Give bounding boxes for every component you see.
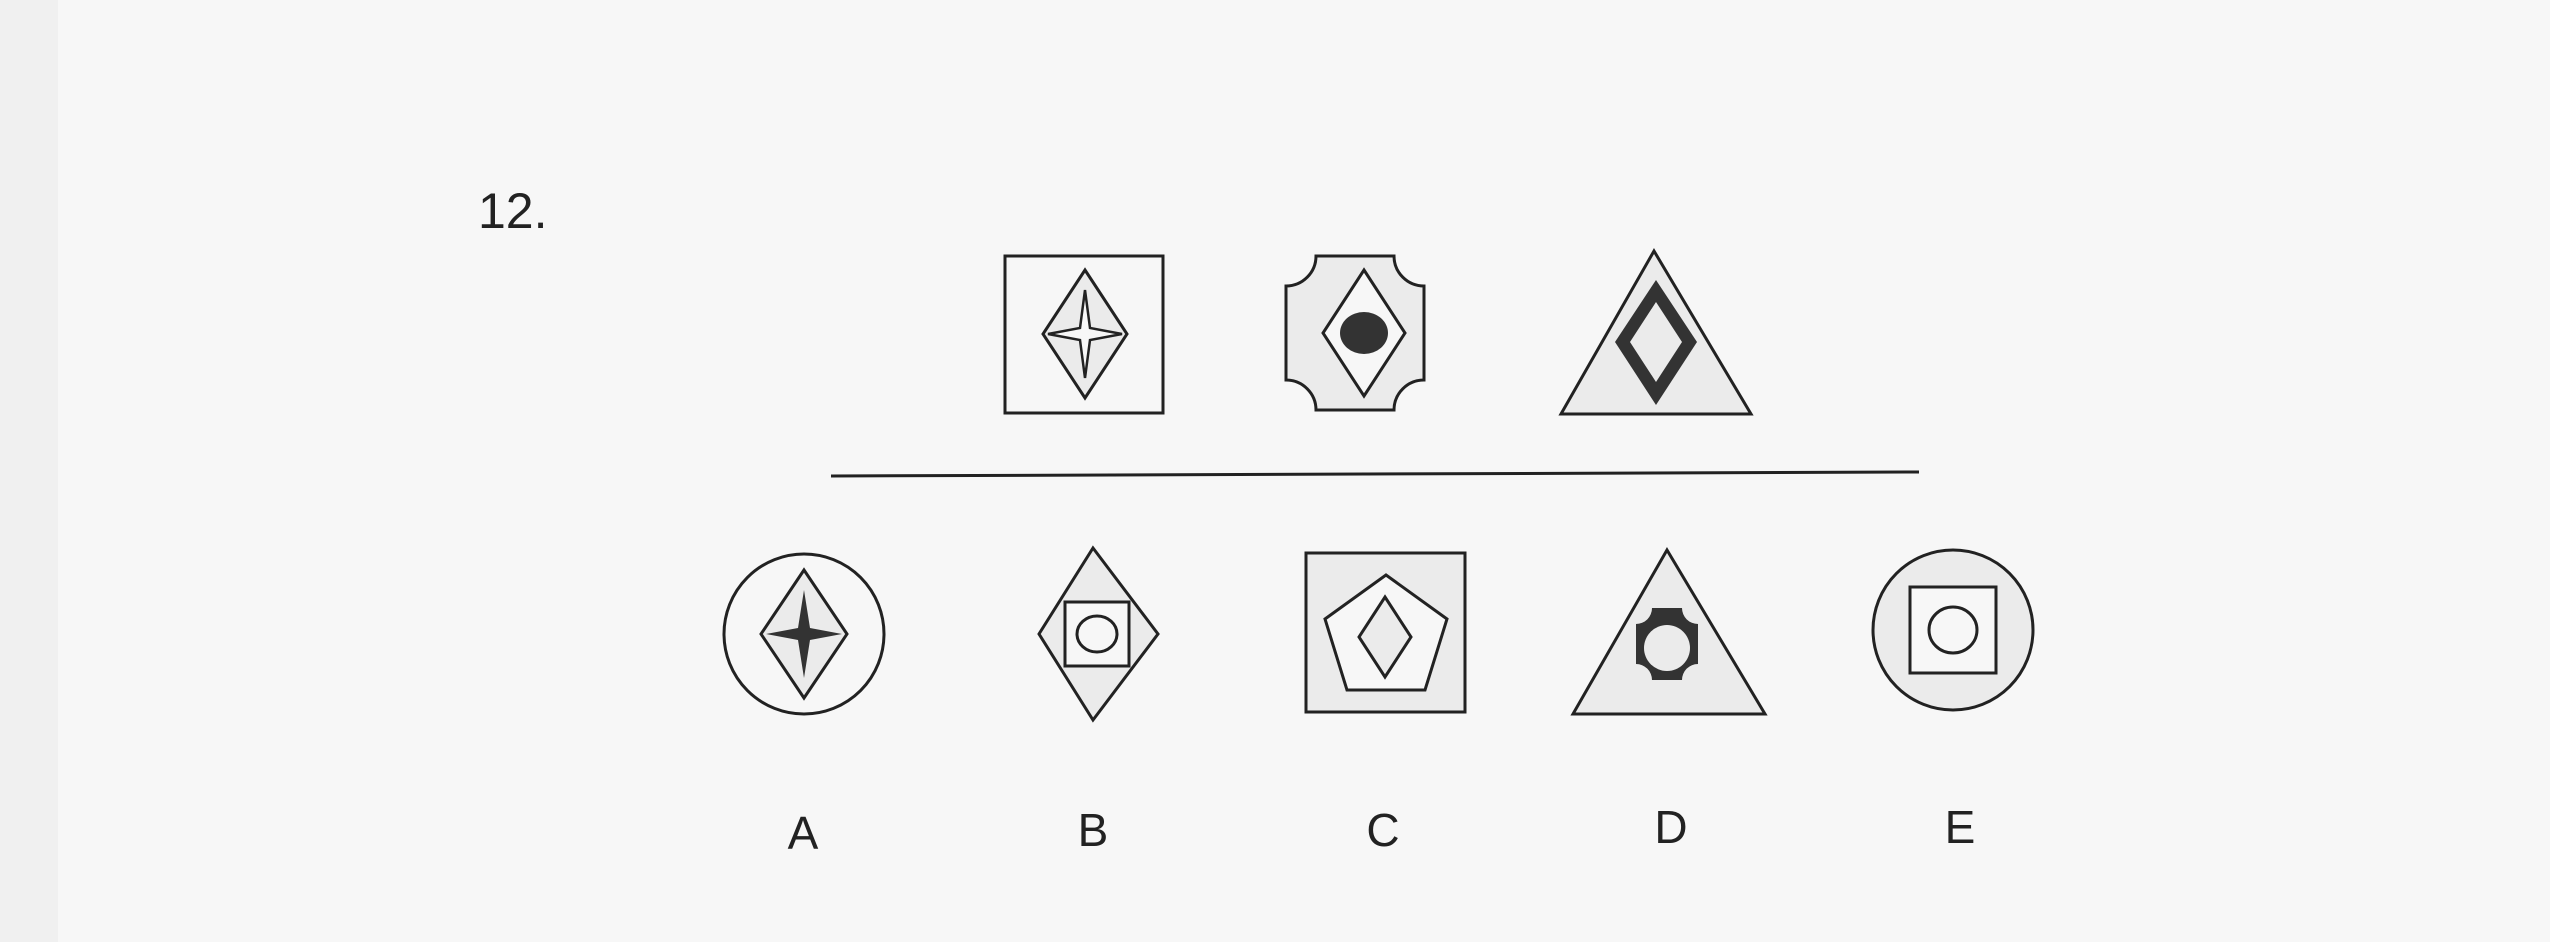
option-e-label[interactable]: E <box>1945 801 1976 853</box>
option-d-figure[interactable] <box>1570 547 1768 716</box>
option-b-circle <box>1075 614 1119 654</box>
option-a-label[interactable]: A <box>788 807 819 859</box>
figure-2-dark-circle <box>1340 312 1388 354</box>
option-d-label[interactable]: D <box>1654 801 1687 853</box>
figure-3-inner-diamond <box>1630 302 1682 382</box>
option-b-label[interactable]: B <box>1078 804 1109 856</box>
option-c-label[interactable]: C <box>1366 804 1399 856</box>
option-c-diamond <box>1357 594 1413 680</box>
problem-figure-1 <box>1003 254 1165 415</box>
question-number: 12. <box>478 183 548 239</box>
option-c-figure[interactable] <box>1304 551 1467 714</box>
option-d-light-circle <box>1644 625 1690 671</box>
option-e-circle-inner <box>1927 605 1979 655</box>
problem-figure-2 <box>1284 254 1426 412</box>
figure-1-star <box>1047 289 1123 379</box>
option-b-figure[interactable] <box>1037 545 1160 723</box>
option-e-figure[interactable] <box>1871 548 2035 712</box>
option-a-dark-star <box>766 590 842 678</box>
divider-line <box>830 470 1920 478</box>
page-margin <box>0 0 58 942</box>
option-a-figure[interactable] <box>722 552 886 716</box>
problem-figure-3 <box>1558 248 1754 416</box>
